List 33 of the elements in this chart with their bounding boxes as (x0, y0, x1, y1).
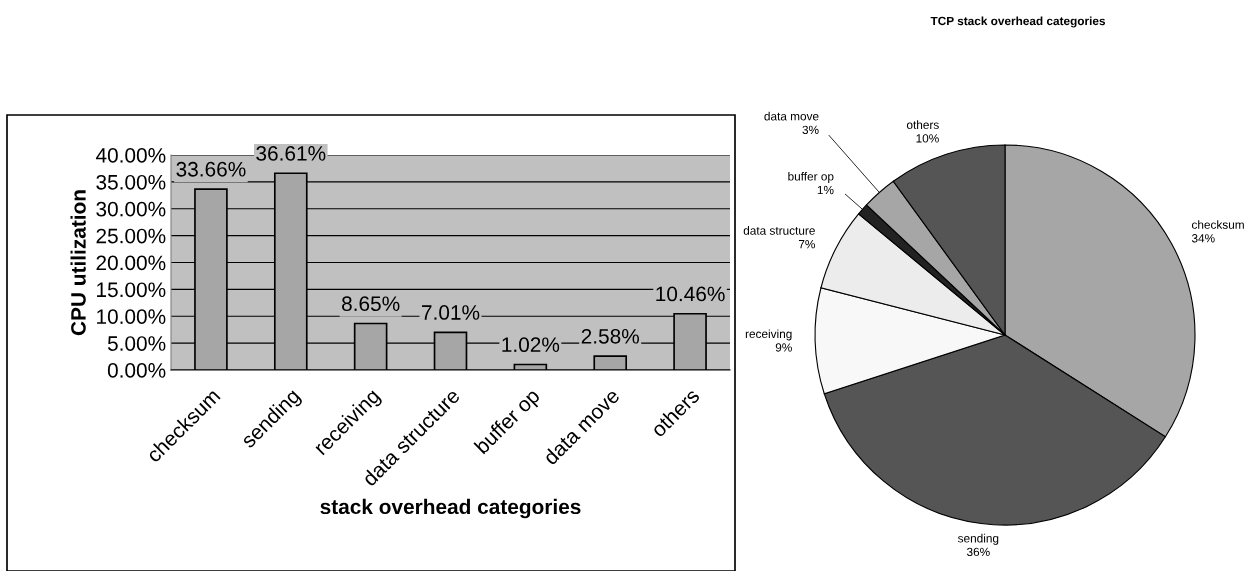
data-label: 10.46% (656, 286, 725, 302)
y-tick-label: 20.00% (96, 255, 166, 271)
data-label: 36% (966, 547, 990, 557)
y-tick-label: 35.00% (96, 174, 166, 190)
slice-label: checksum (1191, 220, 1244, 229)
data-label: 3% (802, 125, 819, 135)
slice-label: others (906, 120, 939, 129)
y-tick-label: 0.00% (107, 363, 166, 378)
slice-label: buffer op (788, 171, 834, 183)
y-tick-label: 5.00% (107, 336, 166, 351)
y-tick-label: 15.00% (97, 282, 166, 298)
data-label: 1.02% (502, 337, 560, 353)
data-label: 10% (916, 134, 939, 143)
chart-title: TCP stack overhead categories (930, 16, 1106, 28)
data-label: 9% (775, 343, 792, 352)
y-tick-label: 25.00% (96, 228, 166, 244)
data-label: 1% (817, 185, 834, 195)
slice-label: receiving (745, 329, 792, 341)
x-axis-title: stack overhead categories (320, 498, 581, 519)
slice-label: data structure (743, 226, 815, 235)
y-tick-label: 30.00% (96, 201, 166, 217)
data-label: 8.65% (342, 296, 400, 312)
y-axis-title: CPU utilization (70, 190, 86, 336)
slice-label: sending (957, 533, 999, 545)
data-label: 36.61% (256, 146, 326, 161)
data-label: 33.66% (176, 161, 246, 177)
data-label: 34% (1191, 234, 1215, 243)
data-label: 2.58% (581, 328, 640, 344)
y-tick-label: 40.00% (95, 148, 166, 163)
data-label: 7.01% (422, 305, 480, 320)
slice-label: data move (764, 111, 819, 121)
y-tick-label: 10.00% (97, 309, 166, 324)
data-label: 7% (798, 240, 815, 249)
